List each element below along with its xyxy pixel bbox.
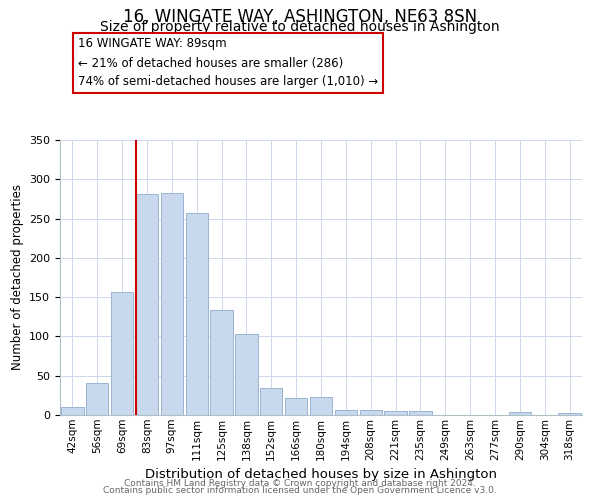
Bar bbox=[185, 213, 208, 415]
Bar bbox=[211, 310, 233, 415]
Bar bbox=[235, 334, 257, 415]
X-axis label: Distribution of detached houses by size in Ashington: Distribution of detached houses by size … bbox=[145, 468, 497, 481]
Bar bbox=[161, 192, 183, 415]
Bar bbox=[285, 398, 307, 415]
Bar bbox=[61, 407, 83, 415]
Bar bbox=[359, 410, 382, 415]
Bar bbox=[260, 388, 283, 415]
Bar bbox=[310, 397, 332, 415]
Text: 16, WINGATE WAY, ASHINGTON, NE63 8SN: 16, WINGATE WAY, ASHINGTON, NE63 8SN bbox=[123, 8, 477, 26]
Bar bbox=[136, 194, 158, 415]
Bar bbox=[559, 414, 581, 415]
Text: 16 WINGATE WAY: 89sqm
← 21% of detached houses are smaller (286)
74% of semi-det: 16 WINGATE WAY: 89sqm ← 21% of detached … bbox=[78, 38, 378, 88]
Bar bbox=[335, 410, 357, 415]
Y-axis label: Number of detached properties: Number of detached properties bbox=[11, 184, 23, 370]
Text: Contains HM Land Registry data © Crown copyright and database right 2024.: Contains HM Land Registry data © Crown c… bbox=[124, 478, 476, 488]
Text: Contains public sector information licensed under the Open Government Licence v3: Contains public sector information licen… bbox=[103, 486, 497, 495]
Bar bbox=[385, 411, 407, 415]
Bar bbox=[86, 383, 109, 415]
Bar bbox=[111, 292, 133, 415]
Bar bbox=[509, 412, 531, 415]
Text: Size of property relative to detached houses in Ashington: Size of property relative to detached ho… bbox=[100, 20, 500, 34]
Bar bbox=[409, 411, 431, 415]
